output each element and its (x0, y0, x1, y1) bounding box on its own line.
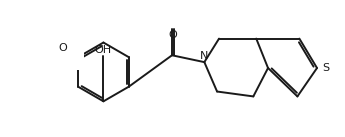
Text: OH: OH (95, 45, 112, 55)
Text: N: N (200, 51, 208, 61)
Text: S: S (322, 63, 329, 73)
Text: O: O (169, 30, 177, 40)
Text: O: O (58, 43, 67, 53)
